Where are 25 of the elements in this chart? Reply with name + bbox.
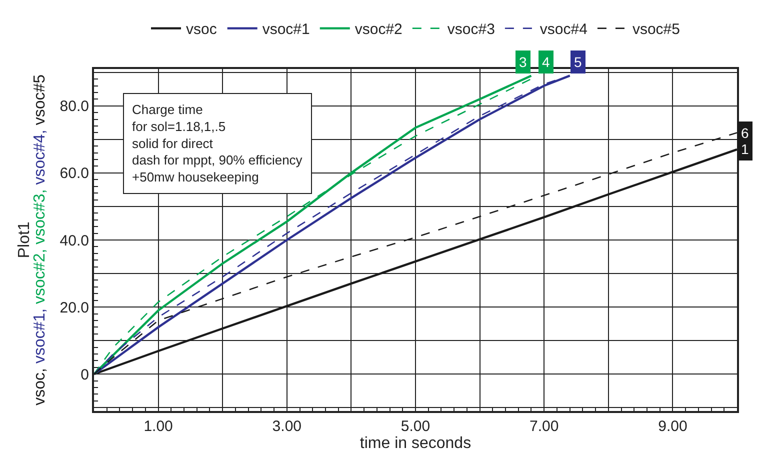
annotation: 1 [741,141,749,157]
x-tick-label: 7.00 [530,418,559,435]
annotation: 6 [741,125,749,141]
annotation: 5 [574,54,582,70]
legend-label: vsoc [186,21,218,38]
x-tick-label: 9.00 [658,418,688,435]
text: Plot1 [16,222,34,258]
annotation: Charge time for sol=1.18,1,.5 solid for direct dash for mppt, 90% efficiency +50mw housekeeping [132,102,303,185]
annotation: 3 [519,54,527,70]
y-tick-label: 40.0 [60,232,89,250]
legend-label: vsoc#1 [262,21,310,38]
legend-label: vsoc#2 [354,21,402,38]
legend-label: vsoc#4 [540,21,588,38]
annotation: 4 [542,54,550,70]
x-axis-title: time in seconds [360,435,472,452]
x-tick-label: 1.00 [144,418,173,435]
y-tick-label: 80.0 [60,98,89,116]
y-axis-title: vsoc, vsoc#1, vsoc#2, vsoc#3, vsoc#4, vsoc#5 [31,74,48,406]
legend-label: vsoc#3 [447,21,495,38]
y-tick-label: 0 [80,366,89,384]
x-tick-label: 3.00 [272,418,302,435]
y-tick-label: 60.0 [60,165,89,182]
x-tick-label: 5.00 [400,418,430,435]
y-tick-label: 20.0 [60,299,89,316]
legend-label: vsoc#5 [632,21,680,38]
